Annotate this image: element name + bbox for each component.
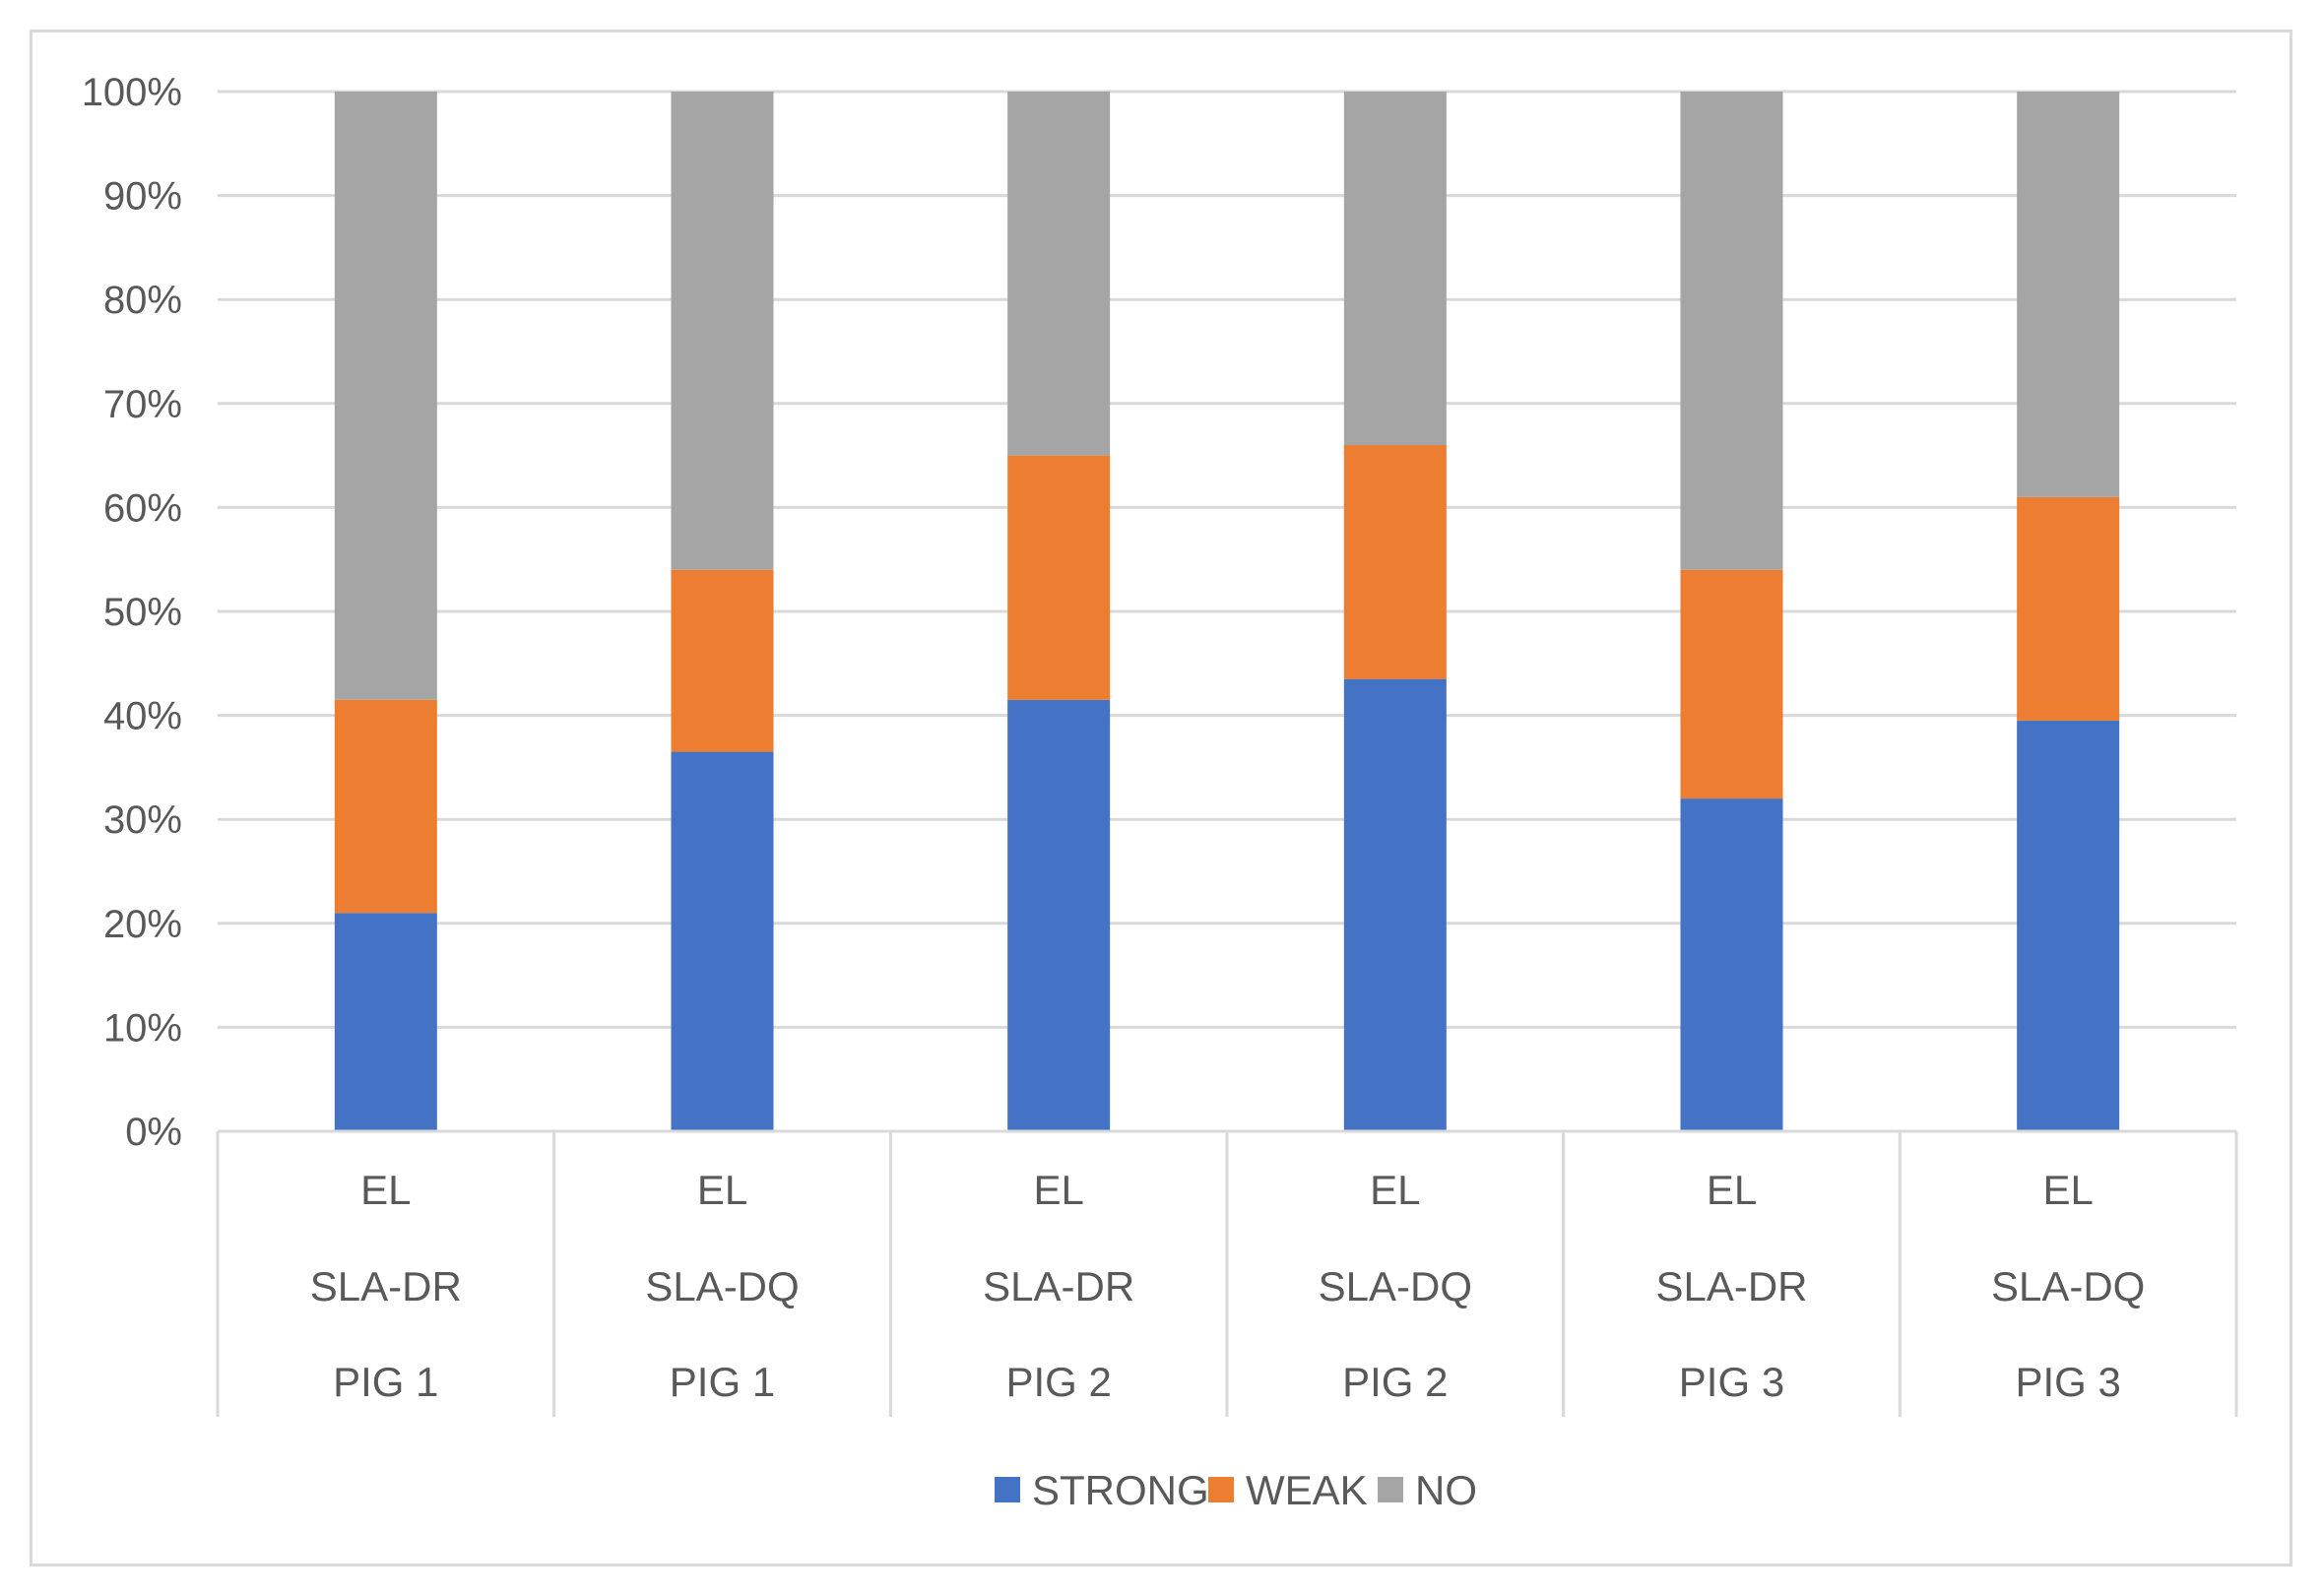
y-tick-label: 60% [103,486,182,530]
legend-swatch-no [1378,1477,1403,1502]
y-tick-label: 20% [103,903,182,946]
chart-frame: 0% 10% 20% 30% 40% 50% 60% 70% 80% 90% 100% EL SLA-… [30,30,2292,1566]
x-category-label: SLA-DR [983,1263,1134,1309]
y-tick-label: 0% [125,1111,182,1154]
stacked-bar-chart: 0% 10% 20% 30% 40% 50% 60% 70% 80% 90% 100% EL SLA-… [82,71,2238,1513]
y-tick-label: 90% [103,175,182,219]
x-category-label: PIG 3 [2015,1359,2120,1405]
gridlines [218,90,2236,1133]
bar-segment-no [1680,92,1783,570]
x-category-label: PIG 1 [670,1359,775,1405]
x-category-label: PIG 2 [1342,1359,1448,1405]
legend-label-no: NO [1415,1467,1477,1513]
x-category-label: SLA-DQ [1991,1263,2145,1309]
bar-segment-no [1007,92,1111,456]
x-category-label: PIG 3 [1679,1359,1784,1405]
legend: STRONG WEAK NO [995,1467,1477,1513]
x-category-label: EL [1370,1167,1420,1213]
x-category-label: SLA-DR [310,1263,462,1309]
bar-segment-no [2017,92,2120,497]
bar-segment-weak [671,569,774,752]
bar-segment-strong [1007,699,1111,1131]
bar-segment-weak [1007,455,1111,700]
legend-label-strong: STRONG [1032,1467,1209,1513]
x-category-label: EL [360,1167,411,1213]
x-category-label: EL [1033,1167,1083,1213]
y-tick-label: 100% [82,71,182,114]
legend-swatch-weak [1208,1477,1234,1502]
legend-swatch-strong [995,1477,1020,1502]
x-category-label: SLA-DR [1655,1263,1807,1309]
bar-segment-weak [2017,496,2120,721]
bar-segment-strong [334,913,437,1131]
x-category-label: EL [2042,1167,2093,1213]
bar-segment-strong [1343,678,1447,1131]
bar-segment-weak [1680,569,1783,799]
bar-segment-no [1343,92,1447,446]
y-tick-label: 80% [103,279,182,322]
bar-segment-weak [334,699,437,914]
y-tick-label: 40% [103,695,182,738]
bar-segment-weak [1343,445,1447,679]
y-tick-label: 70% [103,383,182,426]
y-tick-label: 10% [103,1006,182,1050]
y-axis-ticks: 0% 10% 20% 30% 40% 50% 60% 70% 80% 90% 100% [82,71,182,1154]
x-category-label: SLA-DQ [645,1263,799,1309]
x-category-label: EL [697,1167,747,1213]
bar-segment-no [334,92,437,700]
x-category-label: PIG 1 [333,1359,438,1405]
x-category-label: EL [1707,1167,1757,1213]
bar-segment-strong [2017,720,2120,1131]
x-category-label: SLA-DQ [1319,1263,1472,1309]
bar-segment-strong [1680,798,1783,1131]
bars [334,92,2120,1131]
x-category-label: PIG 2 [1005,1359,1111,1405]
bar-segment-strong [671,751,774,1131]
bar-segment-no [671,92,774,570]
legend-label-weak: WEAK [1246,1467,1368,1513]
y-tick-label: 50% [103,591,182,634]
y-tick-label: 30% [103,798,182,842]
x-axis: EL SLA-DR PIG 1 EL SLA-DQ PIG 1 EL SLA-DR PIG 2 E… [216,1129,2238,1417]
